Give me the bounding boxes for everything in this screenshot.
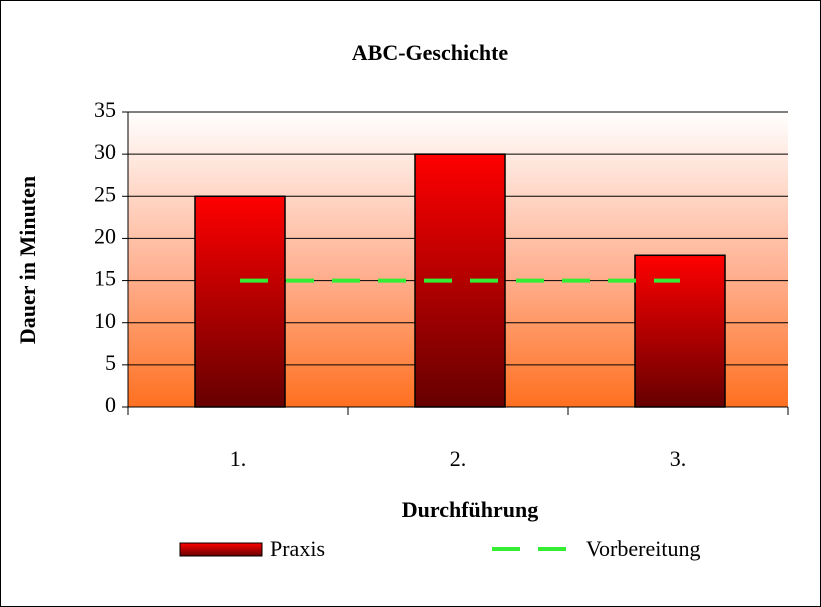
bar <box>194 195 286 408</box>
bar <box>634 254 726 408</box>
x-tick-label: 2. <box>450 446 467 471</box>
y-tick-label: 5 <box>105 350 116 375</box>
x-axis-label: Durchführung <box>402 497 539 522</box>
y-tick-label: 0 <box>105 392 116 417</box>
chart-title: ABC-Geschichte <box>352 40 509 65</box>
legend-swatch <box>179 542 263 557</box>
y-tick-label: 25 <box>94 181 116 206</box>
legend-label: Vorbereitung <box>586 536 700 561</box>
x-tick-label: 3. <box>670 446 687 471</box>
x-tick-label: 1. <box>230 446 247 471</box>
legend-label: Praxis <box>270 536 325 561</box>
y-tick-label: 15 <box>94 266 116 291</box>
y-tick-label: 30 <box>94 139 116 164</box>
y-axis-label: Dauer in Minuten <box>15 176 40 344</box>
y-tick-label: 35 <box>94 97 116 122</box>
y-tick-label: 20 <box>94 223 116 248</box>
y-tick-label: 10 <box>94 308 116 333</box>
